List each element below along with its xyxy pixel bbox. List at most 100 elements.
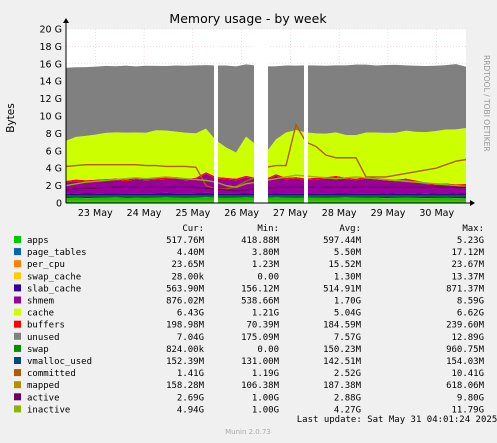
legend-value: 1.19G (252, 369, 279, 379)
legend-series-name: vmalloc_used (27, 357, 92, 367)
legend-swatch (14, 381, 21, 389)
y-axis-label: Bytes (5, 103, 17, 132)
legend-column-header: Max: (462, 224, 484, 234)
x-tick-label: 23 May (78, 208, 113, 219)
legend-swatch (14, 393, 21, 401)
legend-series-name: mapped (27, 381, 60, 391)
legend-value: 0.00 (257, 345, 279, 355)
y-tick-label: 20 G (40, 25, 62, 36)
legend-value: 23.65M (171, 260, 204, 270)
legend-series-name: apps (27, 236, 49, 246)
legend-value: 1.21G (252, 309, 279, 319)
legend-value: 1.30M (334, 272, 362, 282)
y-tick-label: 6 G (46, 146, 62, 157)
legend-column-header: Cur: (182, 224, 204, 234)
legend-series-name: shmem (27, 297, 54, 307)
legend-value: 239.60M (446, 321, 485, 331)
legend-value: 1.00G (252, 405, 279, 415)
legend-value: 131.00M (241, 357, 280, 367)
x-axis-arrow (470, 200, 475, 206)
legend-value: 1.00G (252, 393, 279, 403)
legend-series-name: page_tables (27, 248, 87, 258)
munin-version: Munin 2.0.73 (225, 428, 271, 436)
legend-value: 8.59G (457, 297, 484, 307)
legend-value: 538.66M (241, 297, 280, 307)
legend-value: 5.04G (334, 309, 361, 319)
legend-value: 1.70G (334, 297, 361, 307)
legend-series-name: slab_cache (27, 284, 81, 294)
legend-value: 184.59M (323, 321, 362, 331)
legend-value: 2.52G (334, 369, 361, 379)
legend: Cur: Min: Avg: Max: apps 517.76M 418.88M 597.44… (14, 224, 485, 415)
x-tick-label: 26 May (224, 208, 259, 219)
legend-value: 15.52M (328, 260, 361, 270)
legend-value: 158.28M (166, 381, 205, 391)
legend-value: 2.88G (334, 393, 361, 403)
x-tick-label: 30 May (419, 208, 454, 219)
y-tick-label: 16 G (40, 59, 62, 70)
legend-value: 70.39M (246, 321, 279, 331)
y-tick-label: 18 G (40, 42, 62, 53)
legend-value: 198.98M (166, 321, 205, 331)
legend-value: 4.40M (177, 248, 205, 258)
y-tick-label: 0 (56, 199, 62, 210)
y-tick-label: 10 G (40, 112, 62, 123)
x-tick-label: 29 May (371, 208, 406, 219)
legend-swatch (14, 369, 21, 377)
legend-value: 17.12M (451, 248, 484, 258)
legend-value: 960.75M (446, 345, 485, 355)
legend-value: 0.00 (257, 272, 279, 282)
legend-series-name: swap_cache (27, 272, 81, 282)
legend-value: 154.03M (446, 357, 485, 367)
legend-swatch (14, 332, 21, 340)
legend-value: 150.23M (323, 345, 362, 355)
last-update-text: Last update: Sat May 31 04:01:24 2025 (297, 415, 497, 425)
data-gaps (214, 39, 308, 203)
legend-series-name: per_cpu (27, 260, 65, 270)
legend-swatch (14, 272, 21, 280)
y-tick-label: 8 G (46, 129, 62, 140)
y-tick-label: 14 G (40, 77, 62, 88)
no-data-gap (304, 39, 308, 203)
legend-value: 106.38M (241, 381, 280, 391)
x-tick-label: 27 May (273, 208, 308, 219)
legend-value: 6.43G (177, 309, 204, 319)
x-tick-label: 25 May (175, 208, 210, 219)
legend-value: 5.23G (457, 236, 484, 246)
legend-value: 6.62G (457, 309, 484, 319)
legend-value: 23.67M (451, 260, 484, 270)
rrdtool-side-label: RRDTOOL / TOBI OETIKER (482, 55, 491, 152)
chart-title: Memory usage - by week (169, 11, 327, 26)
legend-series-name: inactive (27, 405, 70, 415)
legend-series-name: unused (27, 333, 60, 343)
legend-swatch (14, 260, 21, 268)
x-tick-label: 28 May (322, 208, 357, 219)
legend-value: 187.38M (323, 381, 362, 391)
legend-value: 5.50M (334, 248, 362, 258)
legend-swatch (14, 405, 21, 413)
legend-value: 514.91M (323, 284, 362, 294)
legend-swatch (14, 308, 21, 316)
legend-value: 28.00k (171, 272, 204, 282)
area-page_tables (66, 197, 466, 199)
y-axis-arrow (63, 18, 69, 23)
legend-value: 3.80M (252, 248, 280, 258)
axes (63, 18, 475, 206)
legend-value: 7.57G (334, 333, 361, 343)
legend-swatch (14, 320, 21, 328)
legend-value: 175.09M (241, 333, 280, 343)
legend-value: 9.80G (457, 393, 484, 403)
legend-value: 418.88M (241, 236, 280, 246)
legend-value: 4.94G (177, 405, 204, 415)
y-tick-label: 2 G (46, 181, 62, 192)
legend-series-name: active (27, 393, 60, 403)
legend-value: 11.79G (451, 405, 484, 415)
legend-swatch (14, 236, 21, 243)
y-tick-label: 4 G (46, 164, 62, 175)
legend-value: 156.12M (241, 284, 280, 294)
legend-series-name: cache (27, 309, 54, 319)
legend-swatch (14, 296, 21, 304)
y-tick-label: 12 G (40, 94, 62, 105)
